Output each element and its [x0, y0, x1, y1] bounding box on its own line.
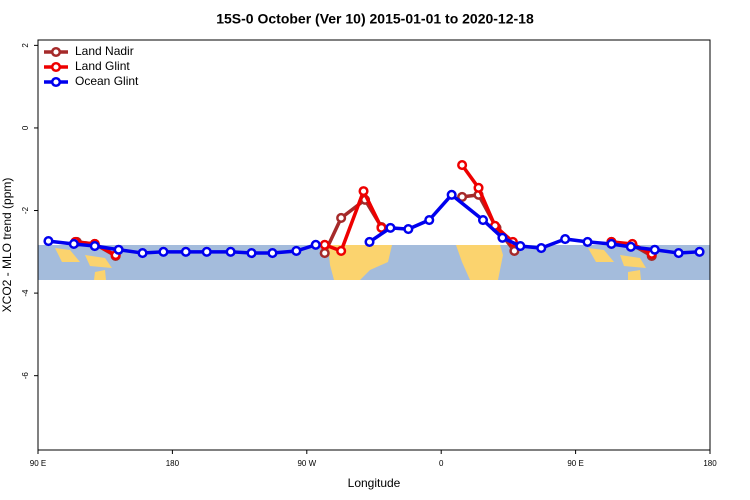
data-point: [89, 240, 100, 252]
data-point: [68, 238, 79, 250]
data-point: [336, 212, 347, 224]
data-point: [310, 239, 321, 250]
data-point: [625, 241, 636, 252]
data-point: [560, 233, 571, 245]
y-tick-label: -6: [21, 372, 30, 380]
legend-label: Ocean Glint: [75, 74, 139, 88]
data-point: [246, 248, 257, 259]
x-axis-label: Longitude: [348, 476, 401, 490]
data-point: [43, 236, 54, 247]
data-point: [319, 248, 330, 259]
data-point: [477, 214, 489, 226]
map-band: [38, 245, 710, 280]
data-point: [515, 240, 526, 252]
data-point: [582, 236, 593, 247]
data-point: [649, 244, 660, 255]
data-point: [509, 245, 520, 257]
data-point: [319, 239, 330, 250]
data-point: [336, 245, 347, 257]
data-point: [457, 160, 468, 171]
data-point: [358, 186, 369, 197]
data-point: [673, 248, 684, 259]
x-tick-label: 90 W: [297, 459, 316, 468]
y-tick-label: -2: [21, 206, 30, 214]
y-tick-label: 2: [21, 43, 30, 48]
data-point: [497, 232, 508, 243]
data-point: [201, 246, 212, 257]
series-line: [48, 193, 700, 255]
legend-label: Land Nadir: [75, 44, 134, 58]
data-point: [694, 246, 705, 257]
data-point: [267, 248, 278, 259]
chart-title: 15S-0 October (Ver 10) 2015-01-01 to 202…: [216, 11, 534, 27]
data-point: [180, 246, 191, 257]
data-point: [364, 236, 375, 247]
x-tick-label: 90 E: [30, 459, 46, 468]
data-point: [291, 245, 302, 257]
data-point: [606, 238, 617, 250]
x-tick-label: 0: [439, 459, 444, 468]
data-point: [446, 189, 457, 200]
data-point: [403, 224, 414, 235]
data-point: [137, 248, 148, 259]
data-point: [424, 214, 435, 226]
data-point: [385, 222, 396, 233]
x-tick-label: 180: [703, 459, 717, 468]
data-point: [457, 191, 468, 202]
y-axis-label: XCO2 - MLO trend (ppm): [0, 178, 14, 313]
y-tick-label: 0: [21, 125, 30, 130]
x-tick-label: 90 E: [567, 459, 583, 468]
data-point: [536, 243, 547, 254]
data-point: [473, 182, 484, 193]
x-tick-label: 180: [166, 459, 180, 468]
y-tick-label: -4: [21, 289, 30, 297]
legend-marker: [50, 61, 62, 73]
legend-marker: [50, 46, 62, 58]
legend-marker: [50, 76, 62, 88]
data-point: [113, 244, 124, 255]
data-point: [225, 246, 236, 257]
data-point: [376, 222, 387, 233]
legend-label: Land Glint: [75, 59, 130, 73]
data-point: [158, 246, 169, 257]
plot-frame: [37, 39, 711, 451]
